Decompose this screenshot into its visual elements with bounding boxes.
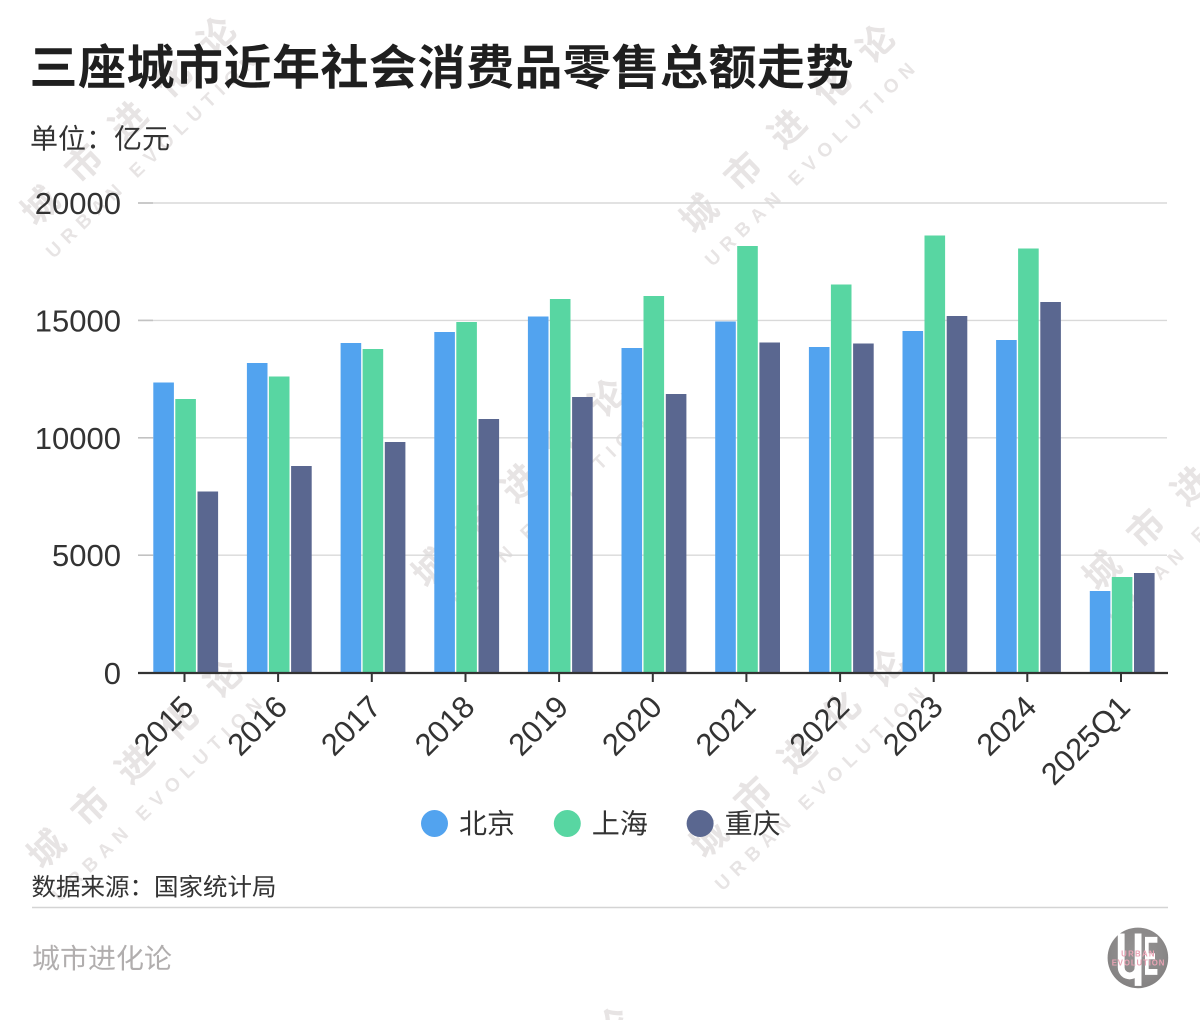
svg-text:URBAN: URBAN [1121, 950, 1156, 959]
svg-text:EVOLUTION: EVOLUTION [1112, 959, 1166, 968]
svg-text:20000: 20000 [35, 186, 121, 221]
svg-text:0: 0 [104, 656, 121, 691]
svg-text:15000: 15000 [35, 303, 121, 338]
svg-text:5000: 5000 [52, 538, 121, 573]
svg-text:10000: 10000 [35, 421, 121, 456]
